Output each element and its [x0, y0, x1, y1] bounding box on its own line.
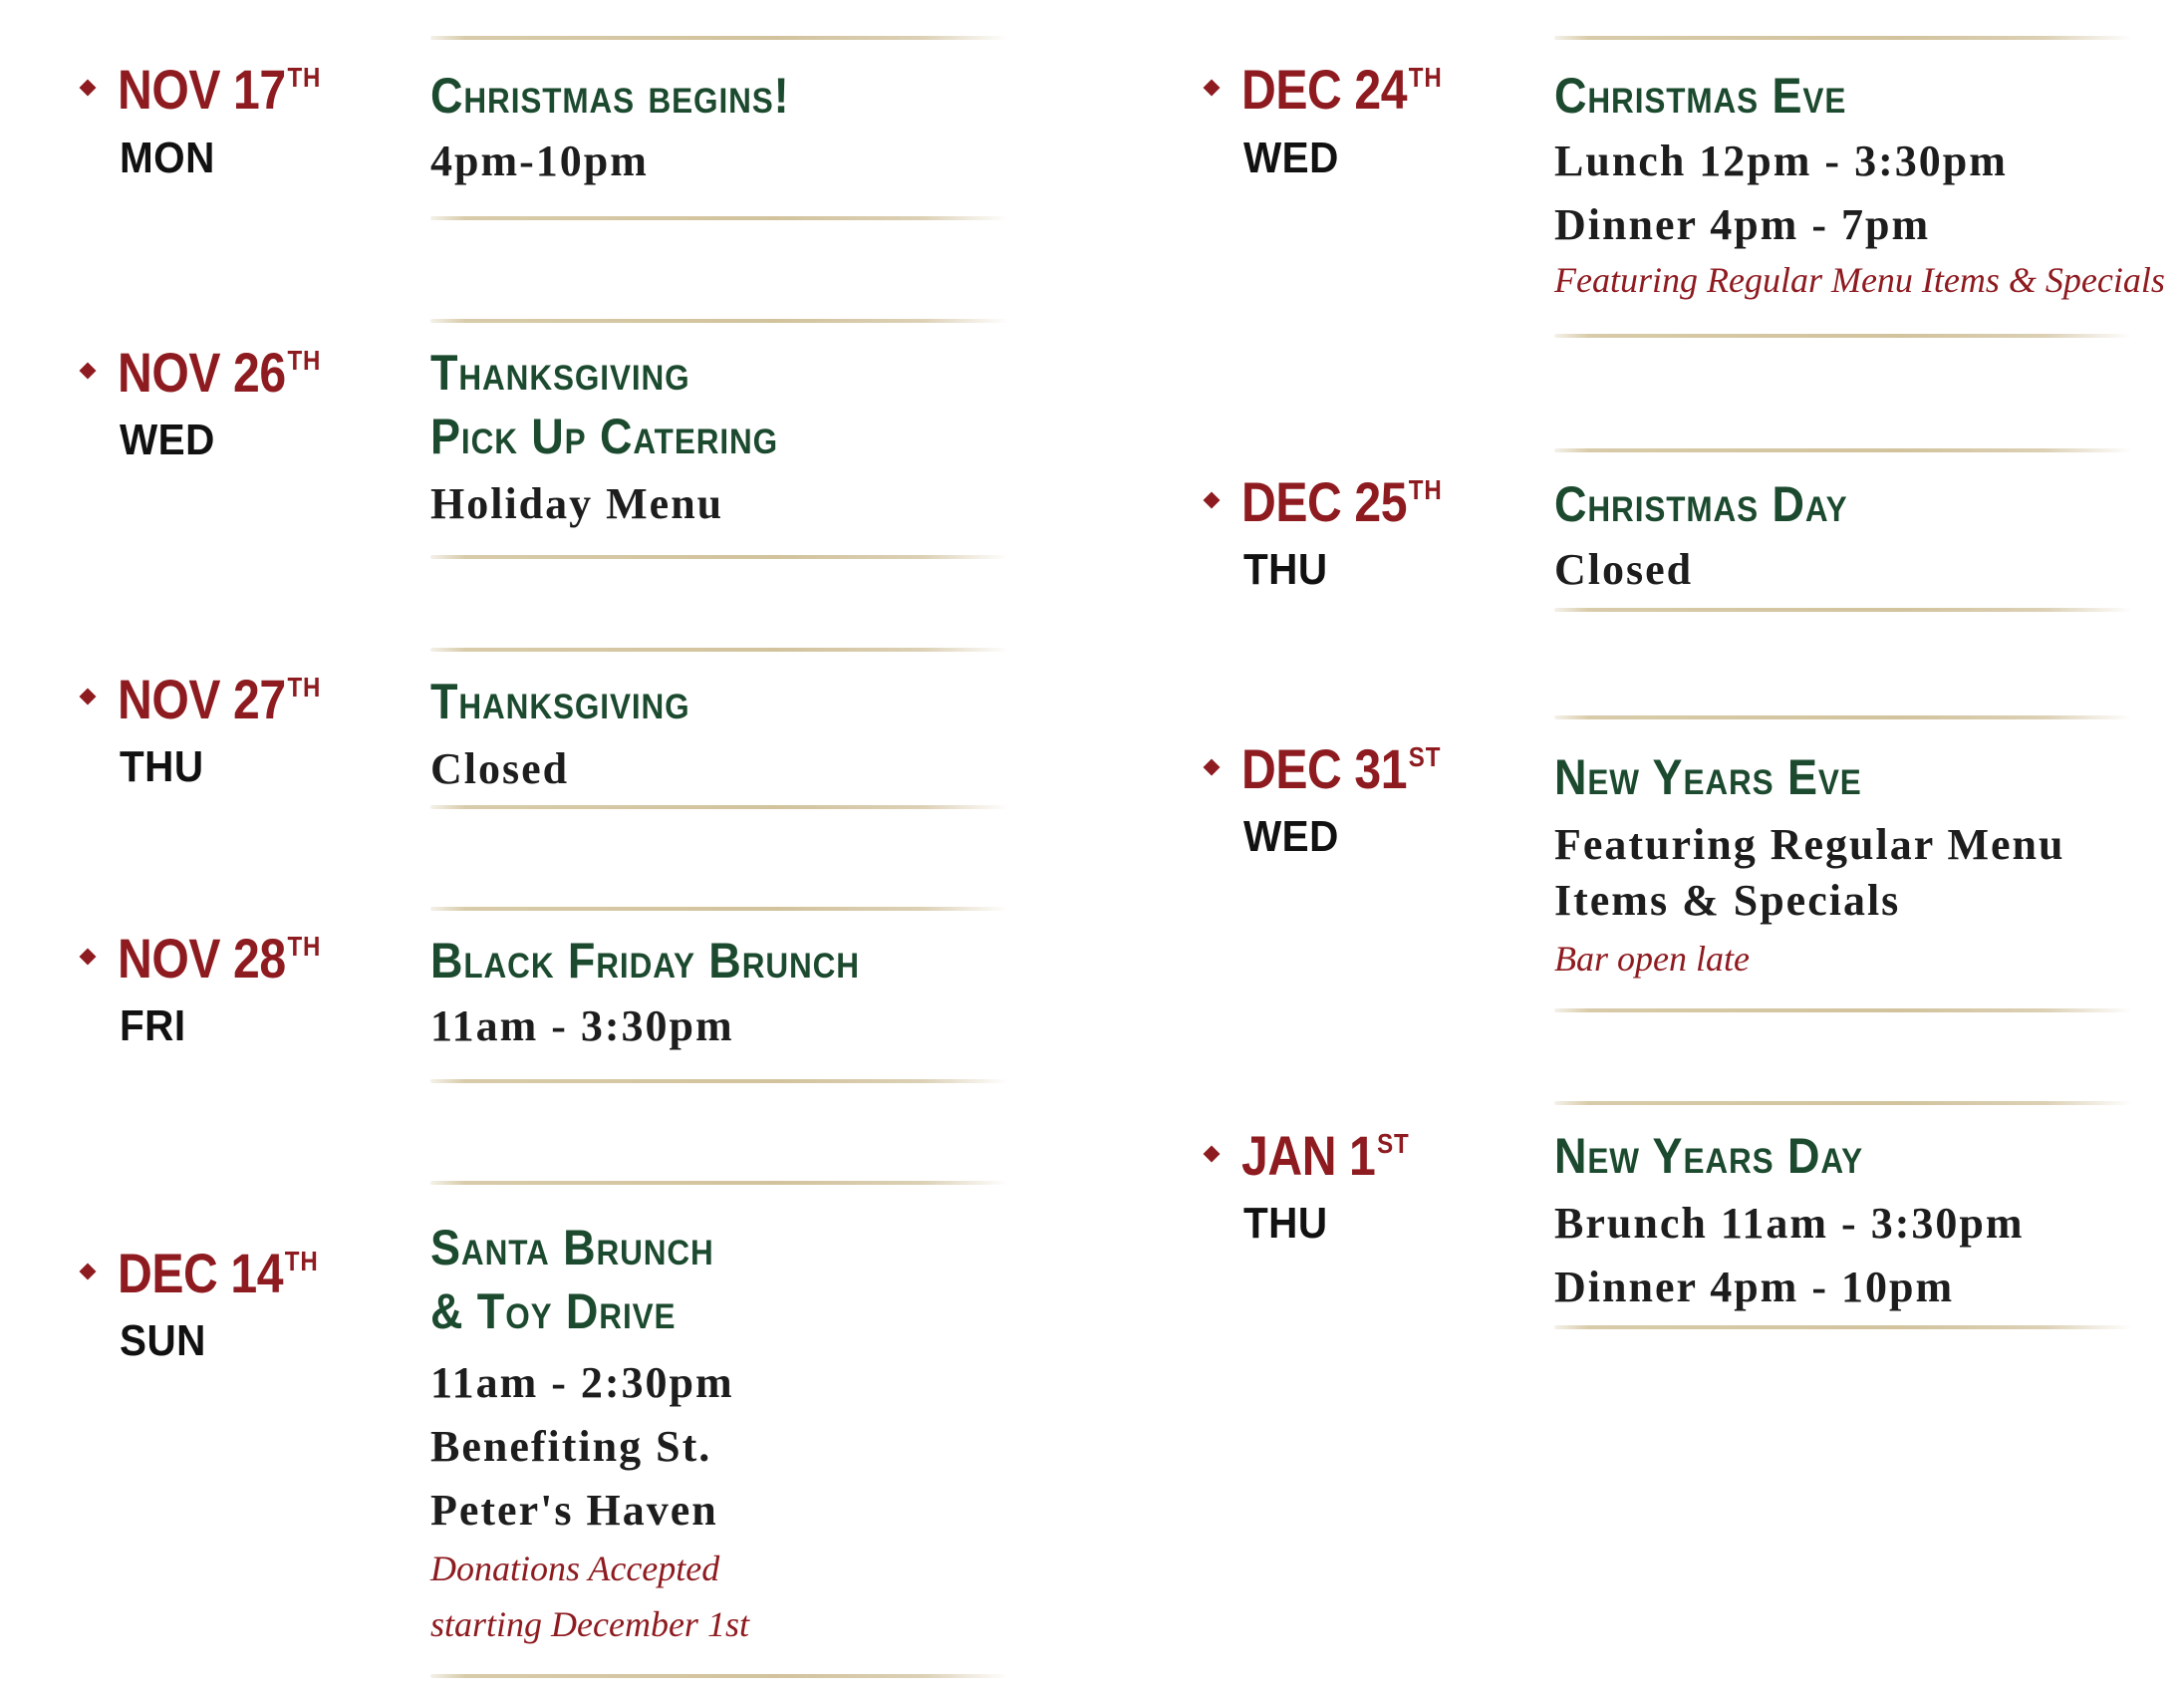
- event-weekday: WED: [1243, 812, 1339, 861]
- event-note: Donations Accepted starting December 1st: [430, 1549, 749, 1644]
- bullet-icon: [1203, 491, 1221, 509]
- date-suffix: ST: [1377, 1128, 1410, 1159]
- event-date: NOV 28TH: [118, 927, 322, 989]
- divider: [430, 216, 1008, 220]
- divider: [430, 805, 1008, 809]
- event-detail: Closed: [430, 744, 570, 793]
- bullet-icon: [1203, 79, 1221, 97]
- bullet-icon: [79, 1263, 97, 1280]
- date-suffix: TH: [1408, 62, 1443, 93]
- divider: [430, 555, 1008, 559]
- event-date: NOV 26TH: [118, 341, 322, 404]
- divider: [430, 1181, 1008, 1185]
- event-detail: Lunch 12pm - 3:30pm Dinner 4pm - 7pm: [1554, 137, 2008, 249]
- event-title: Christmas Eve: [1554, 68, 1847, 124]
- event-title: Christmas Day: [1554, 476, 1848, 532]
- event-weekday: THU: [1243, 1199, 1328, 1248]
- event-note: Bar open late: [1554, 939, 1750, 979]
- divider: [1554, 715, 2132, 719]
- event-date: DEC 14TH: [118, 1242, 319, 1304]
- event-title: Thanksgiving: [430, 674, 690, 729]
- event-date: DEC 31ST: [1241, 737, 1442, 800]
- divider: [1554, 448, 2132, 452]
- event-date: NOV 27TH: [118, 668, 322, 730]
- divider: [430, 1674, 1008, 1678]
- bullet-icon: [79, 362, 97, 380]
- event-weekday: WED: [120, 416, 215, 464]
- event-detail: 4pm-10pm: [430, 137, 649, 185]
- event-detail: 11am - 3:30pm: [430, 1001, 734, 1050]
- divider: [1554, 334, 2132, 338]
- date-suffix: ST: [1408, 741, 1442, 772]
- divider: [430, 907, 1008, 911]
- event-date: JAN 1ST: [1241, 1124, 1410, 1187]
- bullet-icon: [79, 688, 97, 706]
- event-date: DEC 25TH: [1241, 470, 1443, 533]
- event-detail: Brunch 11am - 3:30pm Dinner 4pm - 10pm: [1554, 1199, 2025, 1311]
- event-title: New Years Day: [1554, 1128, 1864, 1184]
- event-date: DEC 24TH: [1241, 58, 1443, 121]
- bullet-icon: [1203, 758, 1221, 776]
- event-detail: Holiday Menu: [430, 479, 724, 528]
- date-suffix: TH: [287, 345, 322, 376]
- date-suffix: TH: [287, 672, 322, 703]
- divider: [430, 36, 1008, 40]
- date-suffix: TH: [287, 931, 322, 962]
- bullet-icon: [1203, 1145, 1221, 1163]
- event-weekday: THU: [120, 742, 204, 791]
- divider: [1554, 1325, 2132, 1329]
- bullet-icon: [79, 79, 97, 97]
- divider: [430, 648, 1008, 652]
- event-title: Christmas begins!: [430, 68, 790, 124]
- event-weekday: MON: [120, 134, 215, 182]
- event-title: Thanksgiving Pick Up Catering: [430, 345, 779, 464]
- event-weekday: FRI: [120, 1001, 186, 1050]
- event-detail: Featuring Regular Menu Items & Specials: [1554, 820, 2065, 925]
- event-note: Featuring Regular Menu Items & Specials: [1554, 260, 2165, 300]
- event-detail: 11am - 2:30pm Benefiting St. Peter's Haven: [430, 1358, 734, 1535]
- event-title: Black Friday Brunch: [430, 933, 860, 988]
- event-weekday: SUN: [120, 1316, 206, 1365]
- divider: [430, 1079, 1008, 1083]
- date-suffix: TH: [287, 62, 322, 93]
- divider: [1554, 1008, 2132, 1012]
- date-suffix: TH: [1408, 474, 1443, 505]
- divider: [1554, 36, 2132, 40]
- event-date: NOV 17TH: [118, 58, 322, 121]
- date-suffix: TH: [284, 1246, 319, 1276]
- event-title: Santa Brunch & Toy Drive: [430, 1220, 714, 1339]
- bullet-icon: [79, 948, 97, 966]
- event-weekday: THU: [1243, 545, 1328, 594]
- event-title: New Years Eve: [1554, 749, 1862, 805]
- divider: [1554, 608, 2132, 612]
- event-detail: Closed: [1554, 545, 1694, 594]
- divider: [430, 319, 1008, 323]
- event-weekday: WED: [1243, 134, 1339, 182]
- divider: [1554, 1101, 2132, 1105]
